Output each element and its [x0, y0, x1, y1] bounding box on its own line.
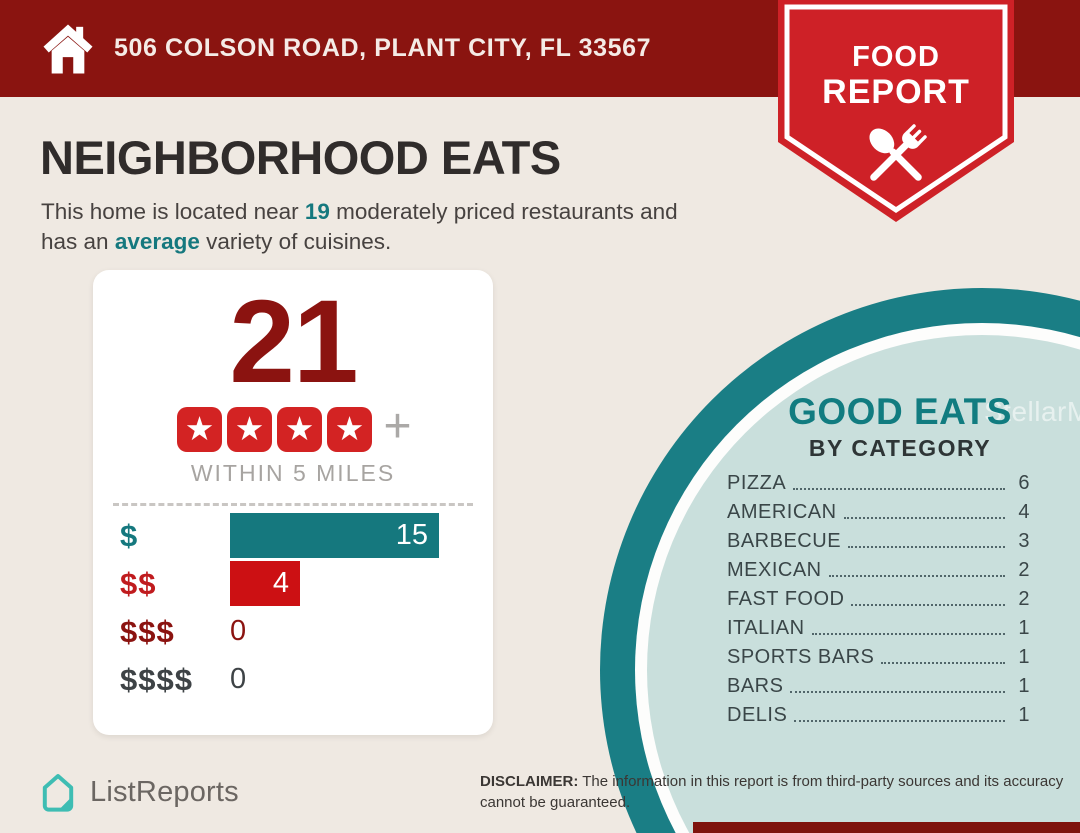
listreports-brand-text: ListReports — [90, 775, 239, 808]
category-row: PIZZA 6 — [727, 466, 1030, 495]
restaurant-count: 19 — [304, 199, 330, 224]
disclaimer-text: The information in this report is from t… — [480, 773, 1064, 811]
intro-seg2: moderately priced restaurants and — [329, 199, 678, 224]
price-tier-row: $$ 4 — [93, 561, 493, 607]
disclaimer-label: DISCLAIMER: — [480, 773, 579, 790]
category-label: MEXICAN — [727, 559, 822, 581]
dashed-divider — [113, 503, 473, 507]
summary-card: 21 ★ ★ ★ ★ + WITHIN 5 MILES $15 $$ 4 $$$ 0 $$$$ 0 — [93, 270, 493, 735]
price-tier-row: $$$ 0 — [93, 609, 493, 654]
category-count: 1 — [1018, 675, 1030, 697]
good-eats-category-list: PIZZA 6 AMERICAN 4 BARBECUE 3 MEXICAN 2 FAST FOO… — [727, 466, 1030, 727]
spoon-fork-icon — [869, 124, 927, 181]
category-label: AMERICAN — [727, 501, 837, 523]
star-icon: ★ — [326, 406, 372, 452]
category-count: 1 — [1018, 646, 1030, 668]
total-restaurants: 21 — [229, 276, 358, 408]
ribbon-line1: FOOD — [852, 41, 940, 73]
price-tier-label: $$$$ — [120, 661, 193, 697]
bar: 4 — [230, 561, 300, 607]
price-tier-label: $$$ — [120, 613, 175, 649]
category-count: 1 — [1018, 704, 1030, 726]
category-row: BARBECUE 3 — [727, 524, 1030, 553]
stellar-mls-watermark: StellarMLS — [984, 396, 1080, 427]
good-eats-subtitle: BY CATEGORY — [808, 435, 992, 461]
dot-leader — [851, 604, 1005, 606]
disclaimer: DISCLAIMER: The information in this repo… — [480, 771, 1065, 813]
category-count: 3 — [1018, 530, 1030, 552]
variety-highlight: average — [114, 228, 200, 254]
category-row: DELIS 1 — [727, 698, 1030, 727]
category-label: BARS — [727, 675, 784, 697]
dot-leader — [793, 488, 1005, 490]
dot-leader — [843, 517, 1005, 519]
category-label: ITALIAN — [727, 617, 805, 639]
price-tier-label: $$ — [120, 565, 157, 601]
food-report-ribbon: FOOD REPORT — [778, 0, 1014, 222]
bar-zero-value: 0 — [230, 615, 247, 648]
category-label: BARBECUE — [727, 530, 842, 552]
category-label: PIZZA — [727, 472, 787, 494]
category-row: AMERICAN 4 — [727, 495, 1030, 524]
price-tier-row: $$$$ 0 — [93, 657, 493, 702]
dot-leader — [794, 720, 1005, 722]
good-eats-title: GOOD EATS — [788, 391, 1012, 432]
category-row: BARS 1 — [727, 669, 1030, 698]
category-row: FAST FOOD 2 — [727, 582, 1030, 611]
category-count: 6 — [1018, 472, 1030, 494]
category-count: 2 — [1018, 559, 1030, 581]
dot-leader — [790, 691, 1005, 693]
bar: 15 — [230, 513, 439, 559]
price-bars: $15 $$ 4 $$$ 0 $$$$ 0 — [93, 513, 493, 702]
category-count: 1 — [1018, 617, 1030, 639]
dot-leader — [881, 662, 1005, 664]
intro-text: This home is located near 19 moderately … — [41, 197, 761, 257]
bar-zero-value: 0 — [230, 663, 247, 696]
listreports-brand: ListReports — [36, 770, 239, 814]
category-row: SPORTS BARS 1 — [727, 640, 1030, 669]
radius-label: WITHIN 5 MILES — [190, 460, 396, 487]
category-label: DELIS — [727, 704, 788, 726]
ribbon-line2: REPORT — [822, 73, 970, 111]
star-icon: ★ — [226, 406, 272, 452]
category-label: SPORTS BARS — [727, 646, 875, 668]
category-label: FAST FOOD — [727, 588, 845, 610]
dot-leader — [811, 633, 1005, 635]
star-icon: ★ — [276, 406, 322, 452]
listreports-logo-icon — [42, 774, 74, 812]
dot-leader — [848, 546, 1005, 548]
category-count: 4 — [1018, 501, 1030, 523]
property-address: 506 COLSON ROAD, PLANT CITY, FL 33567 — [114, 34, 652, 62]
intro-seg4: variety of cuisines. — [199, 228, 392, 254]
bottom-accent-strip — [693, 822, 1080, 833]
category-count: 2 — [1018, 588, 1030, 610]
home-icon — [43, 24, 93, 73]
category-row: ITALIAN 1 — [727, 611, 1030, 640]
price-tier-row: $15 — [93, 513, 493, 559]
star-icon: ★ — [176, 406, 222, 452]
dot-leader — [828, 575, 1005, 577]
star-rating: ★ ★ ★ ★ + — [93, 400, 493, 454]
plus-icon: + — [383, 400, 412, 454]
intro-seg1: This home is located near — [41, 199, 305, 224]
page-title: NEIGHBORHOOD EATS — [40, 131, 561, 184]
price-tier-label: $ — [120, 517, 139, 553]
category-row: MEXICAN 2 — [727, 553, 1030, 582]
intro-seg3: has an — [41, 228, 115, 254]
